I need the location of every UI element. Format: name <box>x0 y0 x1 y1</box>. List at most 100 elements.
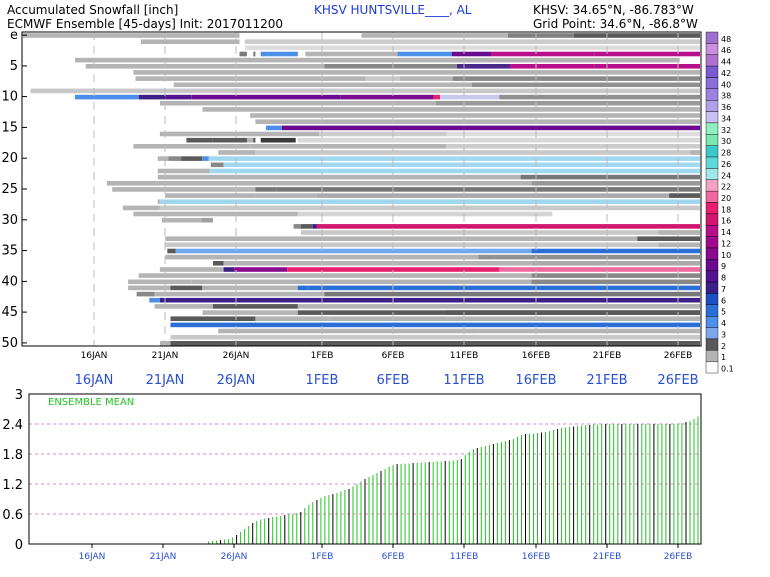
legend-label: 3 <box>721 330 726 339</box>
member-46-bar <box>446 316 700 321</box>
member-11-bar <box>159 100 266 106</box>
member-0-bar <box>361 33 508 38</box>
member-10-bar <box>499 94 700 100</box>
member-25-bar <box>112 187 256 192</box>
member-36-bar <box>478 254 495 260</box>
member-32-bar <box>301 230 700 235</box>
legend-swatch <box>705 202 719 215</box>
member-22-bar <box>157 168 210 174</box>
legend-swatch <box>705 31 719 44</box>
member-7-bar <box>135 76 366 81</box>
legend-swatch <box>705 54 719 67</box>
legend-label: 40 <box>721 80 731 89</box>
legend-label: 46 <box>721 46 731 55</box>
member-8-bar <box>471 82 700 88</box>
mean-x-tick-label: 21JAN <box>150 552 177 562</box>
member-38-bar <box>287 267 500 272</box>
mean-y-tick-label: 2.4 <box>2 418 23 433</box>
legend-swatch <box>705 168 719 180</box>
x-tick-label: 1FEB <box>311 351 334 361</box>
member-23-bar <box>520 174 700 180</box>
member-26-bar <box>255 193 317 198</box>
member-6-bar <box>133 70 700 75</box>
member-20-bar <box>208 156 700 161</box>
legend-swatch <box>705 65 719 78</box>
member-48-bar <box>478 328 700 334</box>
date-label: 16JAN <box>75 373 114 388</box>
member-17-bar <box>186 137 213 143</box>
legend-label: 4 <box>721 319 726 328</box>
member-20-bar <box>181 156 203 161</box>
station-title: KHSV HUNTSVILLE____, AL <box>314 3 472 17</box>
member-40-bar <box>531 279 701 285</box>
legend-swatch <box>705 145 719 158</box>
legend-swatch <box>705 338 719 351</box>
chart-title: Accumulated Snowfall [inch] <box>7 3 179 17</box>
member-7-bar <box>452 76 700 81</box>
legend-label: 38 <box>721 92 731 101</box>
y-tick-label: 10 <box>1 90 18 105</box>
legend-swatch <box>705 88 719 101</box>
member-25-bar <box>276 187 700 192</box>
member-3-bar <box>253 51 256 57</box>
y-tick-label: 50 <box>1 336 18 351</box>
y-tick-label: 40 <box>1 274 18 289</box>
member-18-bar <box>446 144 700 149</box>
member-35-bar <box>167 248 176 254</box>
member-41-bar <box>297 285 309 291</box>
member-32-bar <box>658 230 700 235</box>
x-tick-label: 11FEB <box>450 351 479 361</box>
legend-label: 22 <box>721 183 731 192</box>
member-3-bar <box>451 51 491 57</box>
member-15-bar <box>281 125 700 131</box>
y-tick-label: e <box>10 28 18 43</box>
legend-label: 48 <box>721 35 731 44</box>
member-0-bar <box>573 33 700 38</box>
member-38-bar <box>499 267 700 272</box>
member-17-bar <box>260 137 296 143</box>
member-27-bar <box>157 199 160 204</box>
member-26-bar <box>316 193 700 198</box>
member-0-bar <box>507 33 574 38</box>
member-3-bar <box>268 51 298 57</box>
member-44-bar <box>154 304 213 309</box>
mean-x-tick-label: 16FEB <box>522 552 551 562</box>
legend-label: 20 <box>721 194 731 203</box>
y-tick-label: 30 <box>1 213 18 228</box>
x-tick-label: 6FEB <box>382 351 405 361</box>
member-2-bar <box>244 45 701 51</box>
model-info: ECMWF Ensemble [45-days] Init: 201701120… <box>7 17 284 31</box>
member-20-bar <box>157 156 169 161</box>
member-18-bar <box>133 144 251 149</box>
legend-label: 5 <box>721 308 726 317</box>
legend-label: 28 <box>721 149 731 158</box>
member-39-bar <box>531 273 701 278</box>
mean-y-tick-label: 3 <box>15 388 23 403</box>
member-38-bar <box>223 267 235 272</box>
legend-swatch <box>705 236 719 249</box>
member-35-bar <box>175 248 532 254</box>
legend-swatch <box>705 77 719 90</box>
legend-swatch <box>705 213 719 226</box>
member-16-bar <box>319 131 447 137</box>
member-11-bar <box>435 100 700 106</box>
legend-label: 16 <box>721 217 731 226</box>
member-41-bar <box>170 285 203 291</box>
legend-label: 12 <box>721 240 731 249</box>
member-26-bar <box>165 193 256 198</box>
legend-swatch <box>705 293 719 305</box>
member-21-bar <box>210 162 224 168</box>
member-25-bar <box>255 187 277 192</box>
y-tick-label: 45 <box>1 305 18 320</box>
legend-swatch <box>705 156 719 169</box>
y-tick-label: 20 <box>1 151 18 166</box>
y-tick-label: 35 <box>1 244 18 259</box>
member-40-bar <box>128 279 192 285</box>
legend-swatch <box>705 247 719 260</box>
legend-label: 7 <box>721 285 726 294</box>
member-28-bar <box>159 205 700 211</box>
x-tick-label: 26JAN <box>223 351 250 361</box>
legend-label: 1 <box>721 353 726 362</box>
mean-x-tick-label: 11FEB <box>450 552 479 562</box>
member-31-bar <box>301 224 313 229</box>
